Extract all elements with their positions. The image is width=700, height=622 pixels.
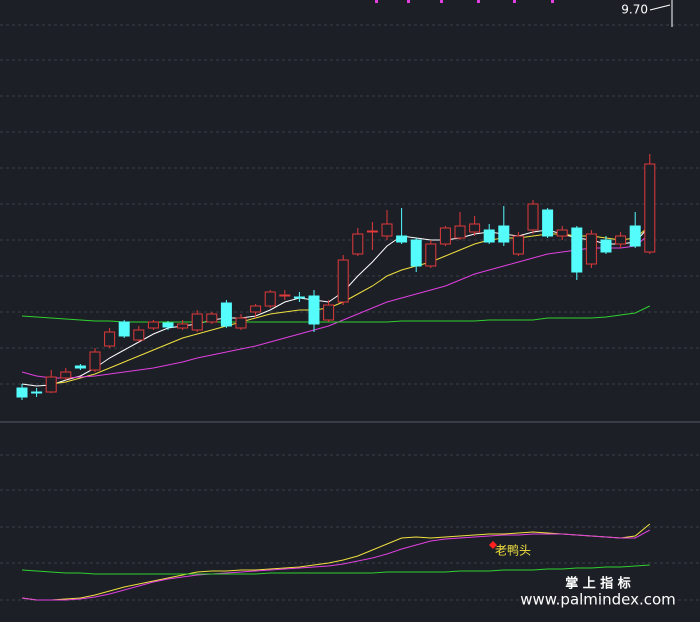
price-label: 9.70 xyxy=(621,3,648,17)
indicator-line xyxy=(21,523,651,601)
candle-body xyxy=(16,387,28,398)
candle-body xyxy=(31,391,43,394)
candle-body xyxy=(264,291,276,307)
signal-marker xyxy=(489,541,497,549)
candle-body xyxy=(366,230,378,233)
candle-body xyxy=(512,235,524,255)
candle-body xyxy=(556,229,568,237)
candle-body xyxy=(396,235,408,243)
candle-body xyxy=(498,225,510,243)
moving-average xyxy=(21,305,651,323)
candle-body xyxy=(323,304,335,321)
indicator-line xyxy=(21,564,650,575)
candle-body xyxy=(104,331,116,347)
moving-average xyxy=(21,233,651,379)
price-arrow xyxy=(649,4,671,11)
moving-average xyxy=(21,225,651,387)
candle-body xyxy=(60,371,72,379)
watermark: www.palmindex.com xyxy=(520,591,676,609)
candle-body xyxy=(410,239,422,267)
candle-body xyxy=(133,329,145,341)
candle-body xyxy=(191,313,203,331)
indicator-annotation: 老鸭头 xyxy=(495,544,531,558)
candle-body xyxy=(571,227,583,273)
candle-body xyxy=(45,376,57,393)
candle-body xyxy=(381,223,393,237)
candle-body xyxy=(483,229,495,243)
candle-body xyxy=(89,351,101,371)
candle-body xyxy=(308,295,320,325)
moving-average xyxy=(51,225,651,385)
indicator-line xyxy=(21,529,651,601)
candle-body xyxy=(629,225,641,247)
candle-body xyxy=(585,233,597,265)
candle-body xyxy=(439,227,451,245)
candle-body xyxy=(206,313,218,323)
candle-body xyxy=(615,235,627,245)
candle-body xyxy=(235,317,247,329)
candle-body xyxy=(644,163,656,253)
candle-body xyxy=(425,243,437,267)
candle-body xyxy=(74,365,86,369)
grid xyxy=(0,24,700,601)
candle-body xyxy=(600,239,612,253)
candle-body xyxy=(542,209,554,237)
candle-body xyxy=(118,321,130,337)
candle-body xyxy=(162,322,174,328)
candle-body xyxy=(250,305,262,313)
candle-body xyxy=(337,259,349,303)
candle-body xyxy=(220,302,232,327)
top-dots xyxy=(375,0,554,3)
candle-body xyxy=(454,225,466,239)
candle-body xyxy=(279,294,291,297)
candle-body xyxy=(527,203,539,231)
candle-body xyxy=(293,296,305,299)
candle-body xyxy=(469,223,481,233)
candle-body xyxy=(352,233,364,255)
candle-body xyxy=(177,323,189,329)
candle-body xyxy=(147,321,159,329)
watermark: 掌 上 指 标 xyxy=(565,576,631,592)
